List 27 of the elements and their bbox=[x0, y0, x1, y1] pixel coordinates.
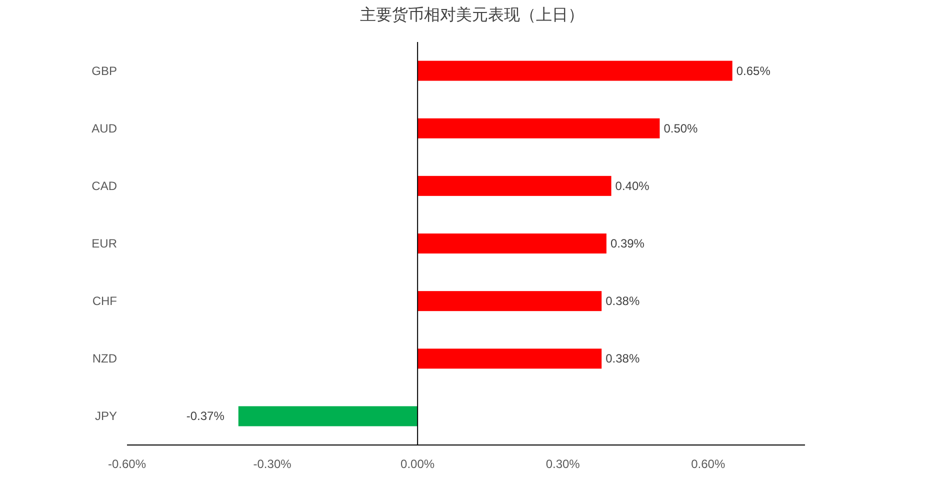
bar bbox=[418, 348, 602, 369]
y-tick-label: EUR bbox=[92, 236, 118, 250]
bar bbox=[418, 60, 732, 81]
bar bbox=[418, 291, 602, 312]
y-tick-label: NZD bbox=[92, 352, 118, 366]
bar bbox=[418, 234, 606, 254]
y-tick-label: GBP bbox=[92, 64, 117, 78]
data-label: -0.37% bbox=[186, 409, 225, 424]
x-tick-label: 0.60% bbox=[691, 457, 726, 471]
bar bbox=[238, 406, 418, 426]
bar bbox=[418, 176, 612, 196]
x-tick-label: -0.60% bbox=[108, 457, 146, 471]
y-tick-label: CHF bbox=[92, 294, 117, 308]
data-label: 0.38% bbox=[606, 352, 640, 366]
data-label: 0.38% bbox=[606, 294, 640, 308]
y-tick-label: CAD bbox=[92, 178, 118, 193]
x-tick-label: 0.00% bbox=[400, 457, 435, 471]
bar bbox=[418, 118, 660, 138]
y-tick-label: AUD bbox=[92, 121, 118, 136]
x-tick-label: 0.30% bbox=[546, 457, 580, 471]
data-label: 0.39% bbox=[610, 236, 645, 250]
x-tick-label: -0.30% bbox=[253, 457, 292, 471]
data-label: 0.40% bbox=[615, 178, 650, 193]
chart-title: 主要货币相对美元表现（上日） bbox=[360, 6, 584, 24]
data-label: 0.65% bbox=[736, 64, 771, 78]
data-label: 0.50% bbox=[664, 121, 698, 136]
y-tick-label: JPY bbox=[94, 409, 117, 424]
